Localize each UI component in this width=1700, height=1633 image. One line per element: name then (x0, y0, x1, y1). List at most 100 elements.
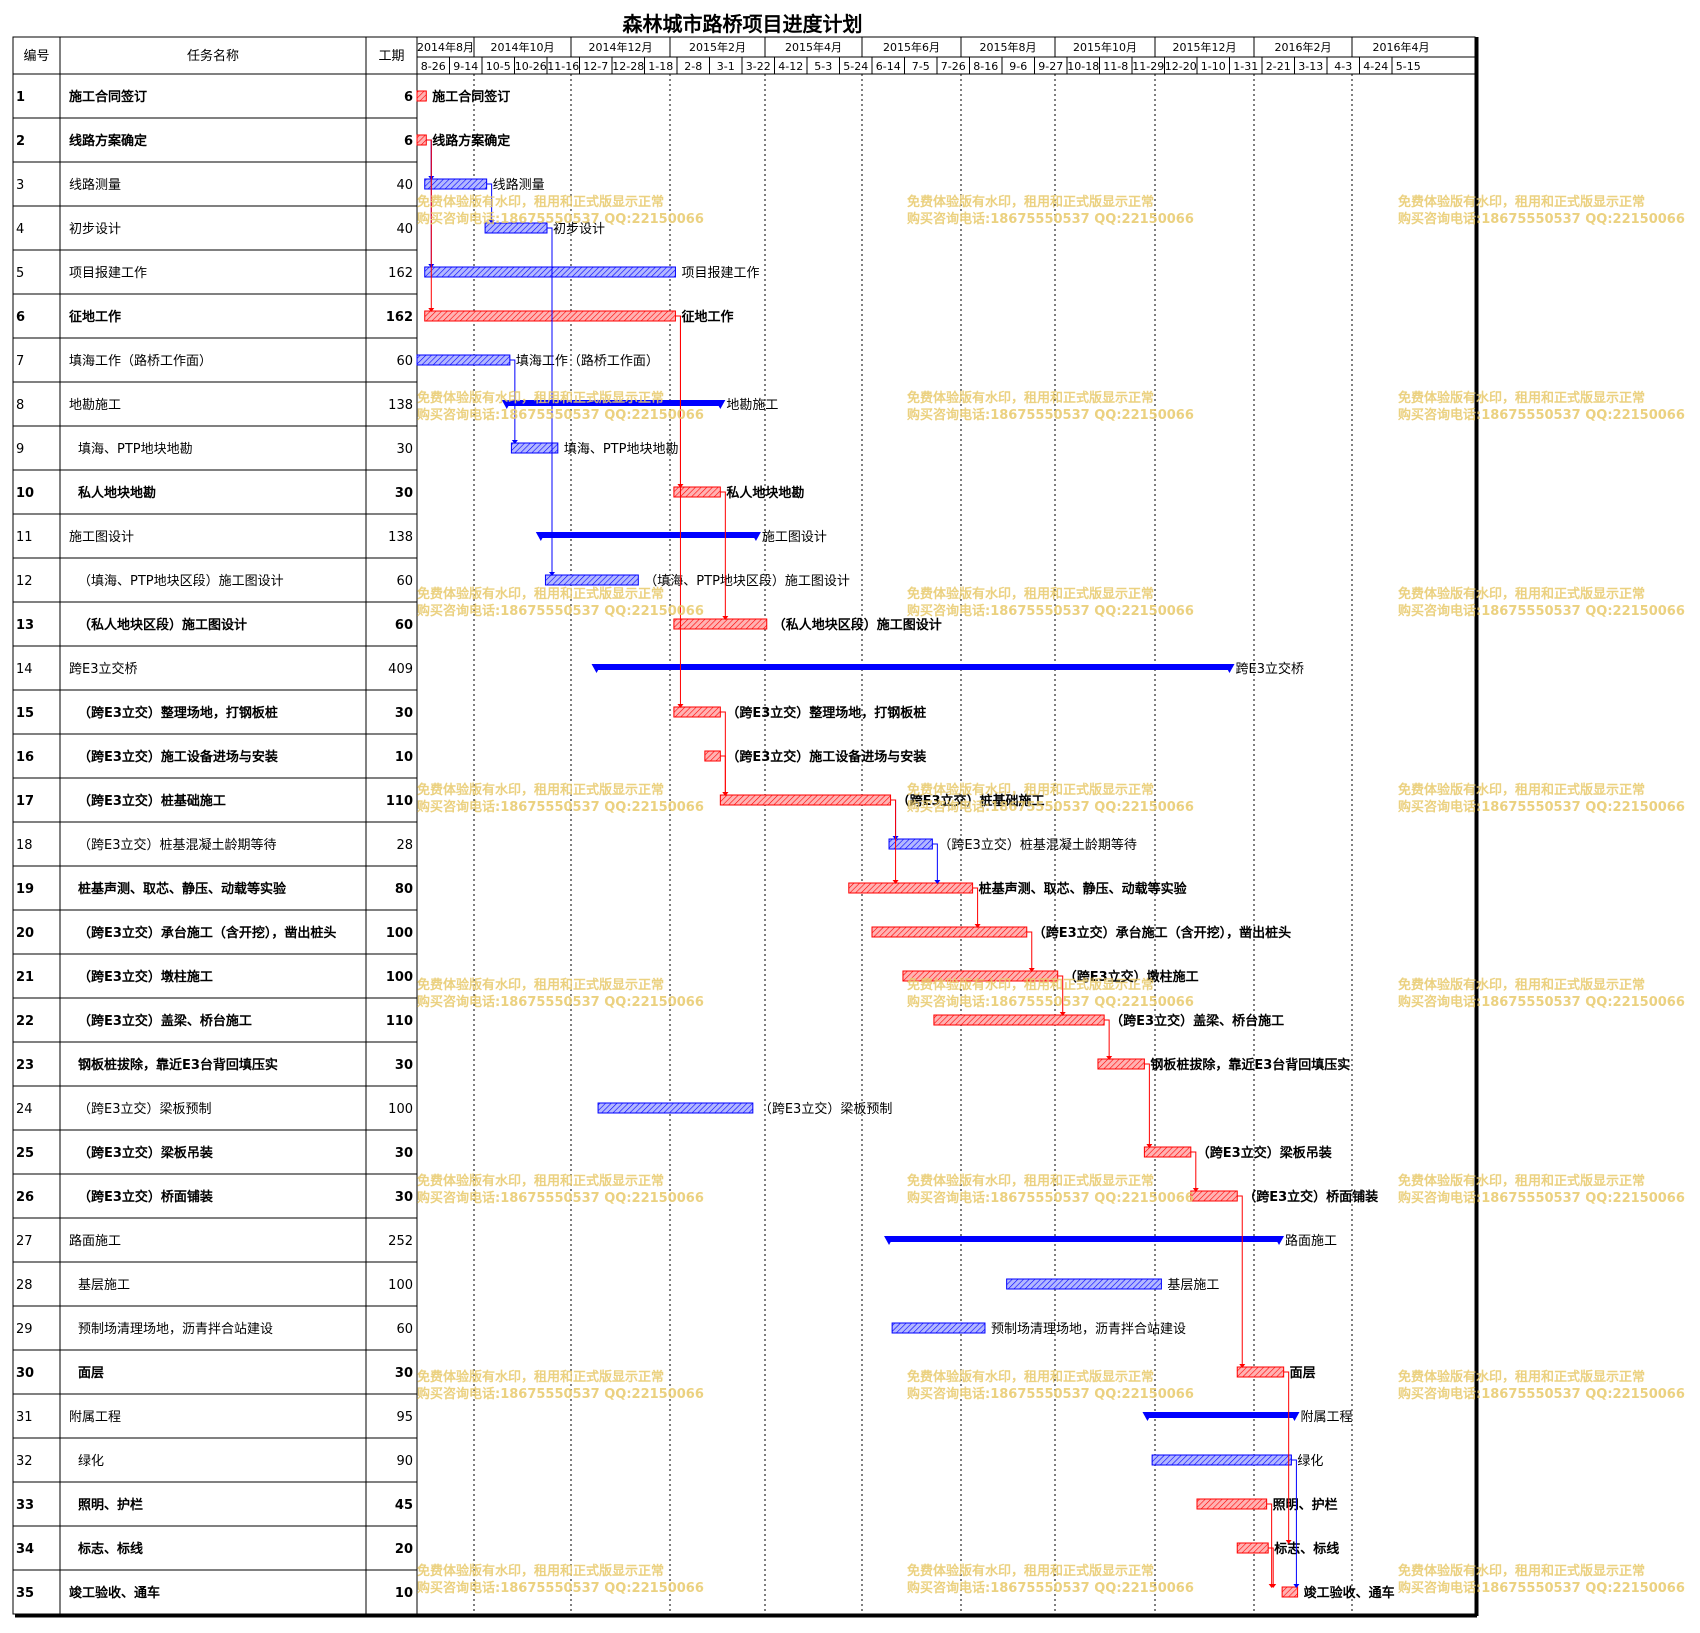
task-name: 填海工作（路桥工作面） (69, 353, 212, 369)
watermark-line2: 购买咨询电话:18675550537 QQ:22150066 (1398, 799, 1685, 815)
week-label: 5-15 (1396, 60, 1421, 73)
task-name: 施工图设计 (69, 530, 134, 545)
task-name: 附属工程 (69, 1410, 121, 1425)
watermark-line1: 免费体验版有水印，租用和正式版显示正常 (1398, 782, 1645, 798)
header-duration: 工期 (378, 49, 404, 64)
week-label: 11-29 (1132, 60, 1164, 73)
bar-label: 填海、PTP地块地勘 (564, 442, 679, 457)
task-name: （跨E3立交）桩基混凝土龄期等待 (78, 837, 277, 853)
task-id: 12 (16, 574, 33, 589)
task-bar (416, 354, 511, 366)
month-label: 2014年8月 (417, 40, 474, 54)
summary-bar-start (535, 532, 546, 541)
dependency-line (1237, 1195, 1243, 1366)
watermark-line1: 免费体验版有水印，租用和正式版显示正常 (1398, 1173, 1645, 1189)
bar-label: 征地工作 (681, 309, 733, 325)
watermark-line2: 购买咨询电话:18675550537 QQ:22150066 (907, 799, 1194, 815)
week-label: 1-31 (1233, 60, 1258, 73)
task-id: 1 (16, 90, 25, 105)
dependency-arrow (1028, 968, 1035, 972)
task-id: 31 (16, 1410, 33, 1425)
watermark-line1: 免费体验版有水印，租用和正式版显示正常 (1398, 1369, 1645, 1385)
task-id: 15 (16, 706, 34, 721)
task-id: 35 (16, 1586, 34, 1601)
task-duration: 138 (388, 530, 413, 545)
summary-bar (596, 664, 1230, 670)
task-name: 竣工验收、通车 (69, 1585, 160, 1601)
task-id: 21 (16, 970, 34, 985)
task-name: （跨E3立交）承台施工（含开挖），凿出桩头 (78, 925, 336, 941)
task-duration: 100 (388, 1278, 413, 1293)
bar-label: 桩基声测、取芯、静压、动载等实验 (979, 881, 1188, 897)
month-label: 2014年10月 (491, 40, 555, 54)
dependency-line (972, 887, 979, 926)
bar-label: 私人地块地勘 (726, 485, 804, 501)
week-label: 3-1 (717, 60, 735, 73)
task-name: （跨E3立交）桥面铺装 (78, 1189, 213, 1205)
bar-label: 初步设计 (553, 222, 605, 237)
bar-label: 施工合同签订 (432, 89, 510, 105)
bar-label: 竣工验收、通车 (1304, 1585, 1395, 1601)
watermark-line2: 购买咨询电话:18675550537 QQ:22150066 (417, 994, 704, 1010)
week-label: 5-3 (814, 60, 832, 73)
summary-bar-start (884, 1236, 895, 1245)
week-label: 4-12 (778, 60, 803, 73)
watermark-line1: 免费体验版有水印，租用和正式版显示正常 (907, 1369, 1154, 1385)
dependency-line (509, 359, 516, 442)
task-duration: 30 (395, 1146, 413, 1161)
task-duration: 110 (386, 794, 413, 809)
task-id: 6 (16, 310, 25, 325)
task-duration: 60 (396, 354, 413, 369)
dependency-line (720, 755, 726, 794)
task-id: 17 (16, 794, 34, 809)
task-id: 13 (16, 618, 34, 633)
task-name: 填海、PTP地块地勘 (78, 442, 193, 457)
dependency-line (1291, 1459, 1297, 1586)
task-id: 28 (16, 1278, 33, 1293)
week-label: 9-6 (1009, 60, 1027, 73)
task-duration: 45 (395, 1498, 413, 1513)
task-id: 3 (16, 178, 24, 193)
task-duration: 20 (395, 1542, 413, 1557)
task-id: 29 (16, 1322, 33, 1337)
task-bar (1196, 1498, 1268, 1510)
summary-bar-end (715, 400, 726, 409)
task-id: 9 (16, 442, 24, 457)
bar-label: 绿化 (1297, 1454, 1323, 1469)
watermark-line1: 免费体验版有水印，租用和正式版显示正常 (907, 782, 1154, 798)
bar-label: 项目报建工作 (681, 266, 759, 281)
task-name: 基层施工 (78, 1278, 130, 1293)
dependency-arrow (1192, 1188, 1199, 1192)
week-label: 11-8 (1103, 60, 1128, 73)
dependency-line (1268, 1547, 1274, 1586)
dependency-line (1144, 1063, 1150, 1146)
task-bar (416, 134, 427, 146)
task-name: （跨E3立交）墩柱施工 (78, 969, 213, 985)
dependency-line (720, 491, 726, 618)
task-id: 23 (16, 1058, 34, 1073)
header-id: 编号 (23, 49, 49, 64)
task-name: 路面施工 (69, 1233, 121, 1249)
task-id: 25 (16, 1146, 34, 1161)
task-name: 面层 (78, 1366, 104, 1381)
watermark-line1: 免费体验版有水印，租用和正式版显示正常 (417, 390, 664, 406)
task-duration: 10 (395, 1586, 413, 1601)
task-id: 20 (16, 926, 34, 941)
week-label: 10-26 (515, 60, 547, 73)
week-label: 9-27 (1038, 60, 1063, 73)
watermark-line2: 购买咨询电话:18675550537 QQ:22150066 (1398, 994, 1685, 1010)
month-label: 2016年4月 (1373, 40, 1430, 54)
task-bar (1143, 1146, 1192, 1158)
task-id: 5 (16, 266, 24, 281)
summary-bar (506, 400, 721, 406)
task-id: 24 (16, 1102, 33, 1117)
summary-bar-end (1224, 664, 1235, 673)
task-id: 10 (16, 486, 34, 501)
bar-label: 跨E3立交桥 (1236, 661, 1305, 677)
dependency-arrow (1270, 1584, 1277, 1588)
task-duration: 40 (396, 222, 413, 237)
task-duration: 30 (395, 486, 413, 501)
task-bar (848, 882, 974, 894)
month-label: 2015年12月 (1173, 40, 1237, 54)
watermark-line1: 免费体验版有水印，租用和正式版显示正常 (417, 977, 664, 993)
